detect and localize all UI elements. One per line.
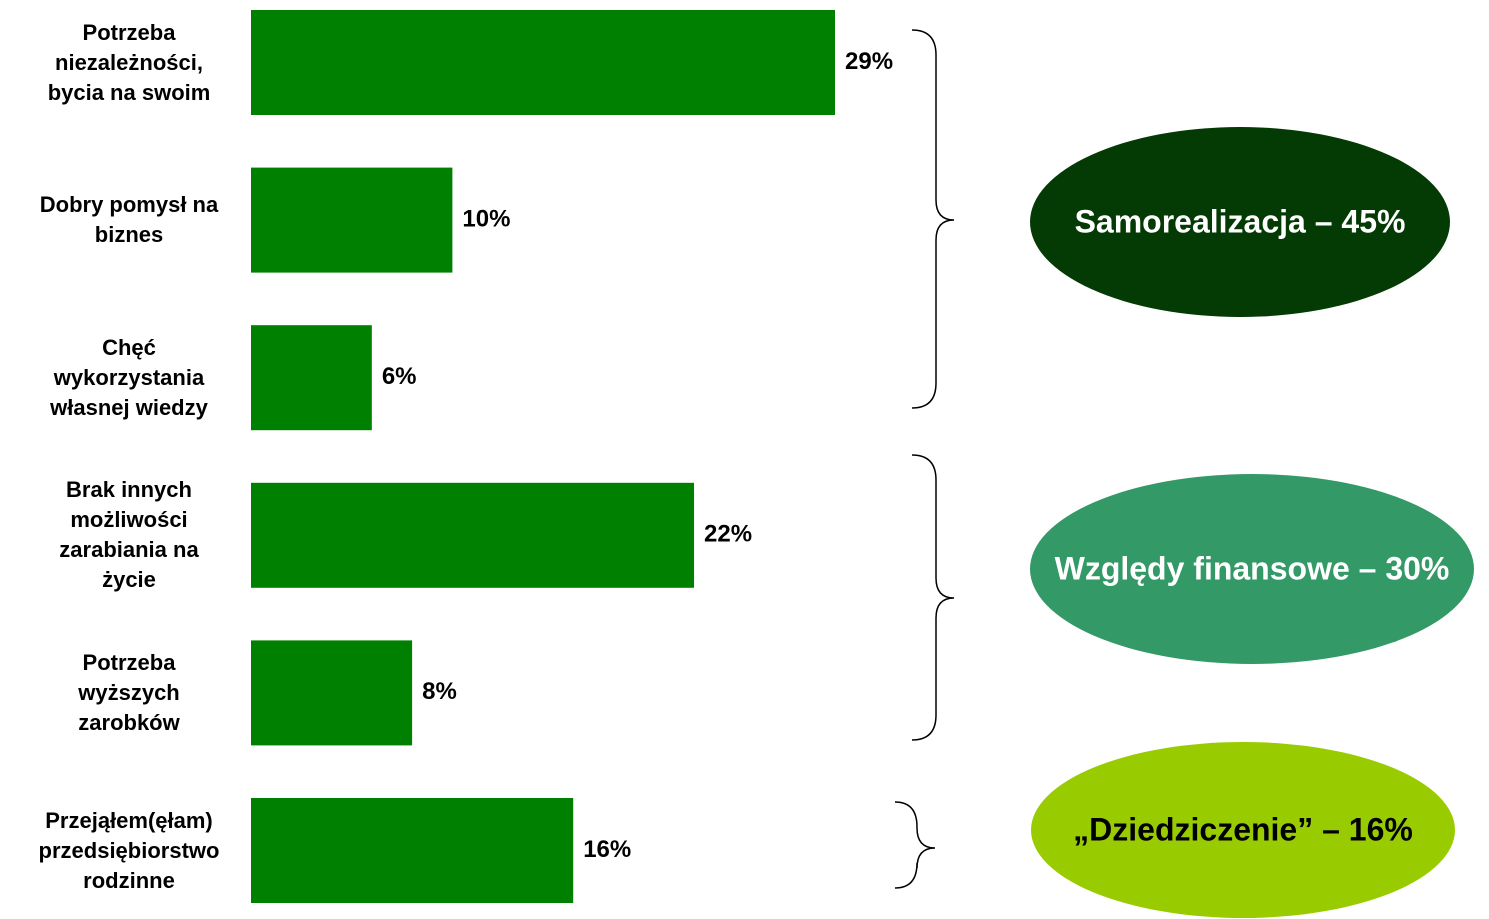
- bar: [251, 640, 413, 746]
- category-label: Dobry pomysł na biznes: [39, 192, 219, 248]
- group-label: Samorealizacja – 45%: [1075, 203, 1406, 239]
- value-label: 22%: [704, 521, 752, 548]
- value-label: 6%: [382, 363, 417, 390]
- group-ellipse: [1030, 474, 1474, 664]
- bracket: [894, 801, 936, 889]
- category-label: Przejąłem(ęłam) przedsiębiorstwo rodzinn…: [38, 807, 220, 893]
- category-label: Potrzeba niezależności, bycia na swoim: [47, 19, 211, 105]
- bar: [251, 798, 574, 903]
- bar: [251, 325, 372, 431]
- category-label: Potrzeba wyższych zarobków: [78, 649, 180, 735]
- value-label: 16%: [583, 836, 631, 863]
- category-label: Chęć wykorzystania własnej wiedzy: [50, 334, 208, 420]
- bar: [251, 10, 835, 115]
- value-label: 8%: [422, 678, 457, 705]
- group-ellipse: [1031, 742, 1455, 918]
- group-label: Względy finansowe – 30%: [1055, 550, 1450, 586]
- value-label: 10%: [462, 205, 510, 232]
- bar: [251, 482, 695, 588]
- bracket: [911, 454, 955, 741]
- group-label: „Dziedziczenie” – 16%: [1073, 811, 1413, 847]
- bracket: [911, 29, 955, 409]
- category-label: Brak innych możliwości zarabiania na życ…: [59, 477, 199, 593]
- group-ellipse: [1030, 127, 1450, 317]
- value-label: 29%: [845, 48, 893, 75]
- bar: [251, 167, 453, 273]
